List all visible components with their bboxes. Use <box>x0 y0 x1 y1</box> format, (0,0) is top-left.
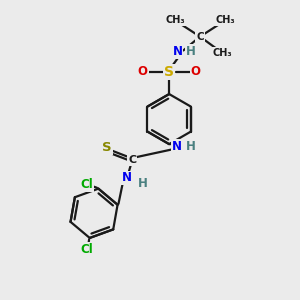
Text: CH₃: CH₃ <box>165 15 185 26</box>
Text: S: S <box>103 141 112 154</box>
Text: O: O <box>190 65 201 79</box>
Text: Cl: Cl <box>80 243 93 256</box>
Text: H: H <box>138 177 148 190</box>
Text: H: H <box>186 45 196 58</box>
Text: CH₃: CH₃ <box>215 15 235 26</box>
Text: C: C <box>128 155 136 165</box>
Text: O: O <box>138 65 148 79</box>
Text: H: H <box>186 140 196 153</box>
Text: N: N <box>172 140 182 153</box>
Text: N: N <box>172 45 182 58</box>
Text: C: C <box>196 32 204 42</box>
Text: CH₃: CH₃ <box>212 48 232 58</box>
Text: N: N <box>122 172 131 184</box>
Text: S: S <box>164 65 174 79</box>
Text: Cl: Cl <box>80 178 93 191</box>
